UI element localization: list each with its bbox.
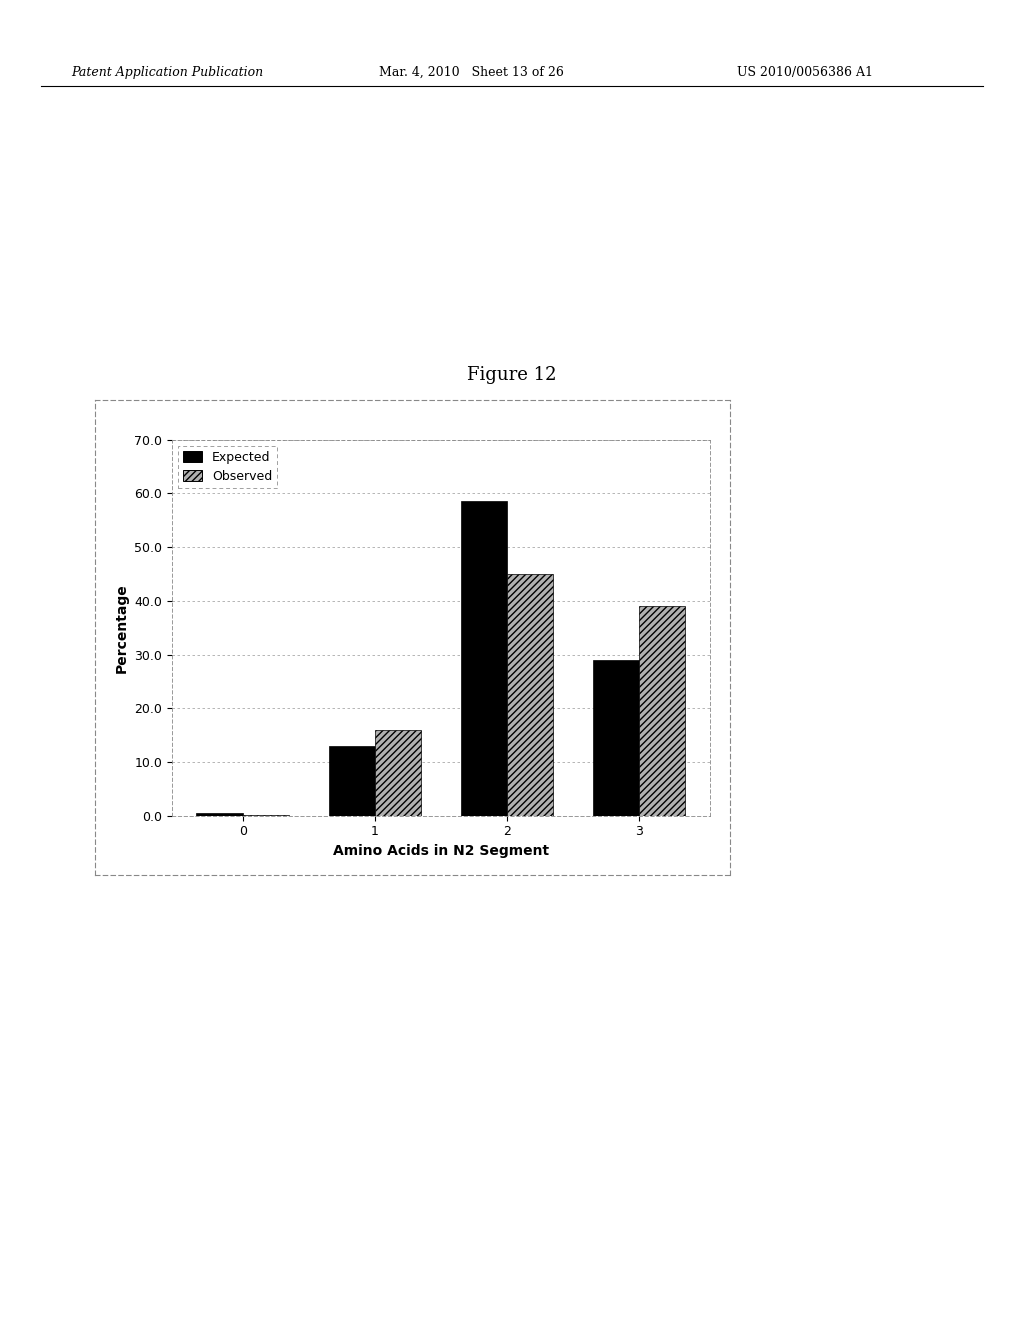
Bar (593, 660, 639, 816)
X-axis label: Amino Acids in N2 Segment: Amino Acids in N2 Segment (333, 843, 549, 858)
Bar (197, 813, 243, 816)
Text: Patent Application Publication: Patent Application Publication (72, 66, 264, 79)
Bar (507, 574, 553, 816)
Text: Figure 12: Figure 12 (467, 366, 557, 384)
Bar (461, 502, 507, 816)
Legend: Expected, Observed: Expected, Observed (178, 446, 278, 488)
Text: Mar. 4, 2010   Sheet 13 of 26: Mar. 4, 2010 Sheet 13 of 26 (379, 66, 564, 79)
Bar (639, 606, 685, 816)
Y-axis label: Percentage: Percentage (115, 583, 129, 672)
Bar (375, 730, 421, 816)
Text: US 2010/0056386 A1: US 2010/0056386 A1 (737, 66, 873, 79)
Bar (329, 746, 375, 816)
